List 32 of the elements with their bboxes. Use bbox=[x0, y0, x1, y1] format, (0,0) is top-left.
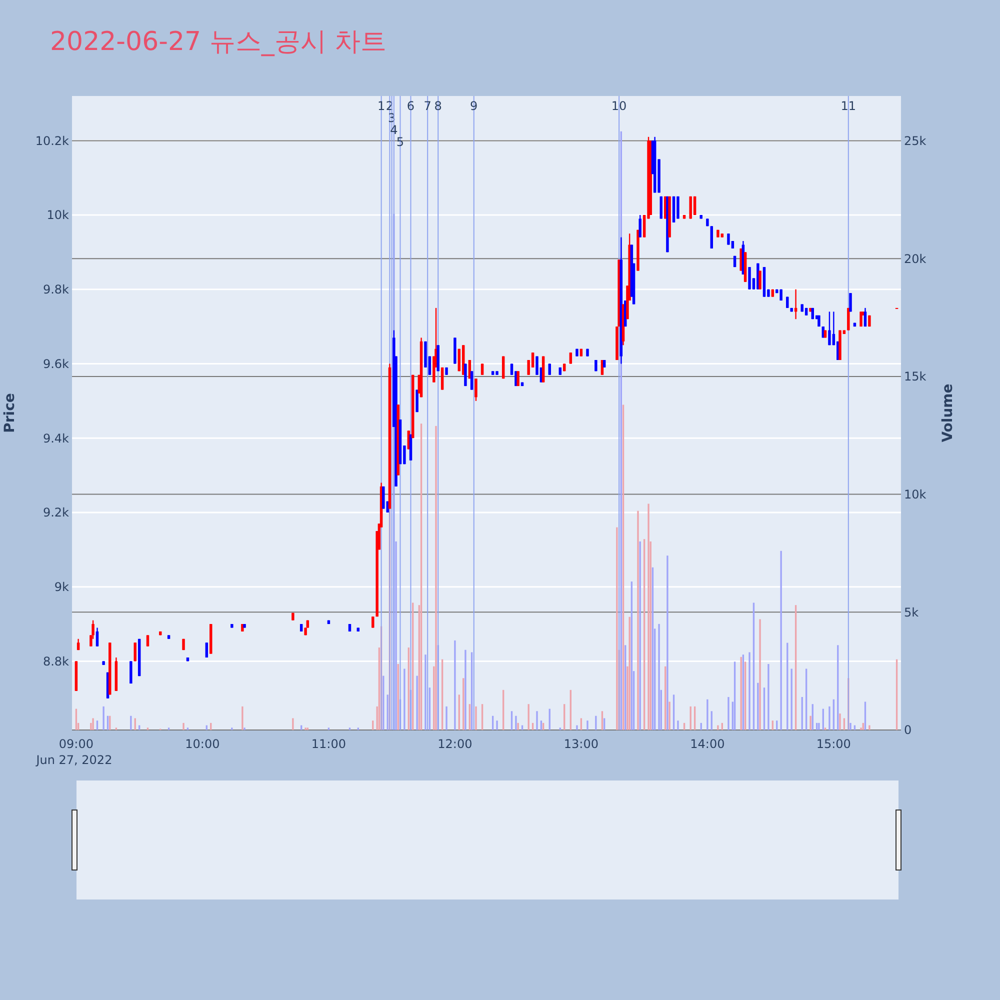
ref-line-label: 9 bbox=[470, 98, 478, 113]
ref-line-label: 4 bbox=[390, 122, 398, 137]
y2-tick-label: 25k bbox=[904, 134, 926, 148]
y-tick-label: 9.8k bbox=[42, 282, 70, 297]
y2-tick-label: 0 bbox=[904, 723, 912, 738]
y-tick-label: 9.6k bbox=[42, 356, 70, 371]
y-tick-label: 10.2k bbox=[35, 134, 70, 148]
ref-line-label: 8 bbox=[434, 98, 442, 113]
ref-line-label: 7 bbox=[424, 98, 432, 113]
x-tick-label: 12:00 bbox=[438, 737, 472, 751]
ref-line-label: 6 bbox=[406, 98, 415, 113]
y-axis-title: Price bbox=[2, 393, 18, 433]
y2-tick-label: 20k bbox=[904, 252, 926, 266]
y-tick-label: 9.2k bbox=[42, 506, 70, 520]
x-tick-label: 11:00 bbox=[311, 737, 346, 751]
x-tick-label: 10:00 bbox=[185, 737, 220, 751]
y-tick-label: 9.4k bbox=[42, 431, 70, 446]
ref-line-label: 10 bbox=[611, 98, 627, 113]
y-tick-label: 9k bbox=[54, 580, 70, 594]
y2-tick-label: 5k bbox=[904, 605, 919, 620]
y2-axis-title: Volume bbox=[940, 384, 956, 442]
y2-tick-label: 10k bbox=[904, 488, 926, 502]
x-tick-label: 14:00 bbox=[690, 737, 725, 751]
y-tick-label: 10k bbox=[46, 208, 70, 222]
x-tick-label: 15:00 bbox=[816, 737, 851, 751]
ref-line-label: 1 bbox=[377, 98, 386, 113]
x-tick-label: 13:00 bbox=[564, 737, 598, 751]
ref-line-label: 11 bbox=[840, 98, 856, 113]
y-tick-label: 8.8k bbox=[42, 654, 70, 668]
y2-tick-label: 15k bbox=[904, 370, 926, 384]
chart-title: 2022-06-27 뉴스_공시 차트 bbox=[50, 27, 387, 57]
x-tick-label: 09:00 Jun 27, 2022 bbox=[35, 737, 112, 767]
